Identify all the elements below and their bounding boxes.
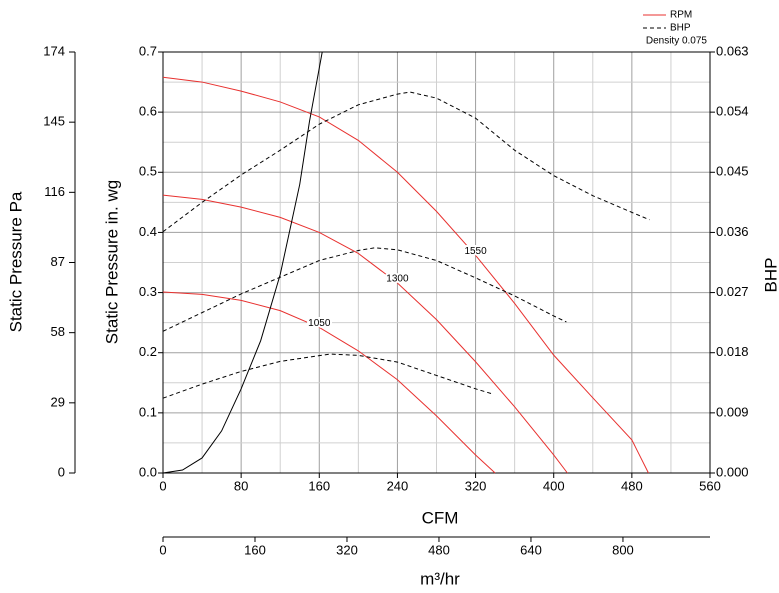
y-tick-label: 0.2 (139, 344, 157, 359)
pa-tick-label: 87 (51, 254, 65, 269)
plot-frame (162, 51, 711, 474)
pressure-line (162, 194, 568, 474)
y2-tick-label: 0.027 (716, 284, 749, 299)
pa-tick-label: 145 (43, 114, 65, 129)
y2-axis-label: BHP (761, 258, 779, 293)
x-tick-label: 80 (234, 478, 248, 493)
x-axis-label: CFM (422, 508, 459, 527)
rpm-label: 1050 (308, 318, 331, 329)
bhp-line (162, 91, 650, 233)
y-tick-label: 0.4 (139, 224, 157, 239)
x-tick-label: 320 (465, 478, 487, 493)
y2-tick-label: 0.045 (716, 164, 749, 179)
y-tick-label: 0.7 (139, 43, 157, 58)
y-tick-label: 0.0 (139, 464, 157, 479)
y2-tick-label: 0.054 (716, 104, 749, 119)
bhp-line (162, 247, 567, 332)
x-tick-label: 0 (159, 478, 166, 493)
pa-tick-label: 116 (44, 184, 65, 199)
rpm-label: 1300 (386, 274, 409, 285)
pa-axis-label: Static Pressure Pa (6, 191, 25, 332)
m3-tick-label: 160 (244, 542, 266, 557)
y2-tick-label: 0.009 (716, 404, 749, 419)
x-tick-label: 160 (308, 478, 330, 493)
pressure-line (162, 51, 323, 474)
y2-tick-label: 0.036 (716, 224, 749, 239)
m3-tick-label: 480 (428, 542, 450, 557)
y-tick-label: 0.6 (139, 104, 157, 119)
y2-tick-label: 0.000 (716, 464, 749, 479)
y2-tick-label: 0.018 (716, 344, 749, 359)
pa-tick-label: 29 (51, 394, 65, 409)
m3-tick-label: 640 (520, 542, 542, 557)
x-tick-label: 240 (387, 478, 409, 493)
m3-tick-label: 800 (612, 542, 634, 557)
y2-tick-label: 0.063 (716, 43, 749, 58)
legend-label: RPM (670, 10, 692, 21)
pressure-line (162, 76, 649, 474)
x-tick-label: 480 (621, 478, 643, 493)
m3-tick-label: 0 (159, 542, 166, 557)
pressure-line (162, 291, 496, 474)
y-axis-label: Static Pressure in. wg (102, 180, 121, 344)
x-tick-label: 400 (543, 478, 565, 493)
y-tick-label: 0.3 (139, 284, 157, 299)
m3-axis-label: m³/hr (420, 569, 460, 588)
legend-label: BHP (670, 23, 691, 34)
pa-tick-label: 174 (43, 43, 65, 58)
bhp-line (162, 353, 494, 399)
y-tick-label: 0.5 (139, 164, 157, 179)
pa-tick-label: 0 (58, 464, 65, 479)
density-note: Density 0.075 (646, 36, 708, 47)
pa-tick-label: 58 (51, 324, 65, 339)
rpm-label: 1550 (464, 246, 487, 257)
y-tick-label: 0.1 (139, 404, 157, 419)
x-tick-label: 560 (699, 478, 721, 493)
m3-tick-label: 320 (336, 542, 358, 557)
